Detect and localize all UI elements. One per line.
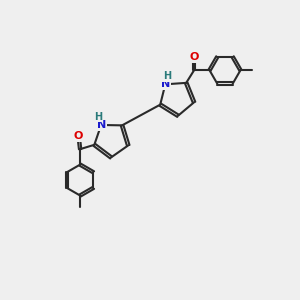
Text: O: O [74, 131, 83, 141]
Text: O: O [189, 52, 199, 62]
Text: H: H [94, 112, 102, 122]
Text: N: N [97, 120, 106, 130]
Text: N: N [161, 79, 170, 89]
Text: H: H [163, 71, 171, 81]
